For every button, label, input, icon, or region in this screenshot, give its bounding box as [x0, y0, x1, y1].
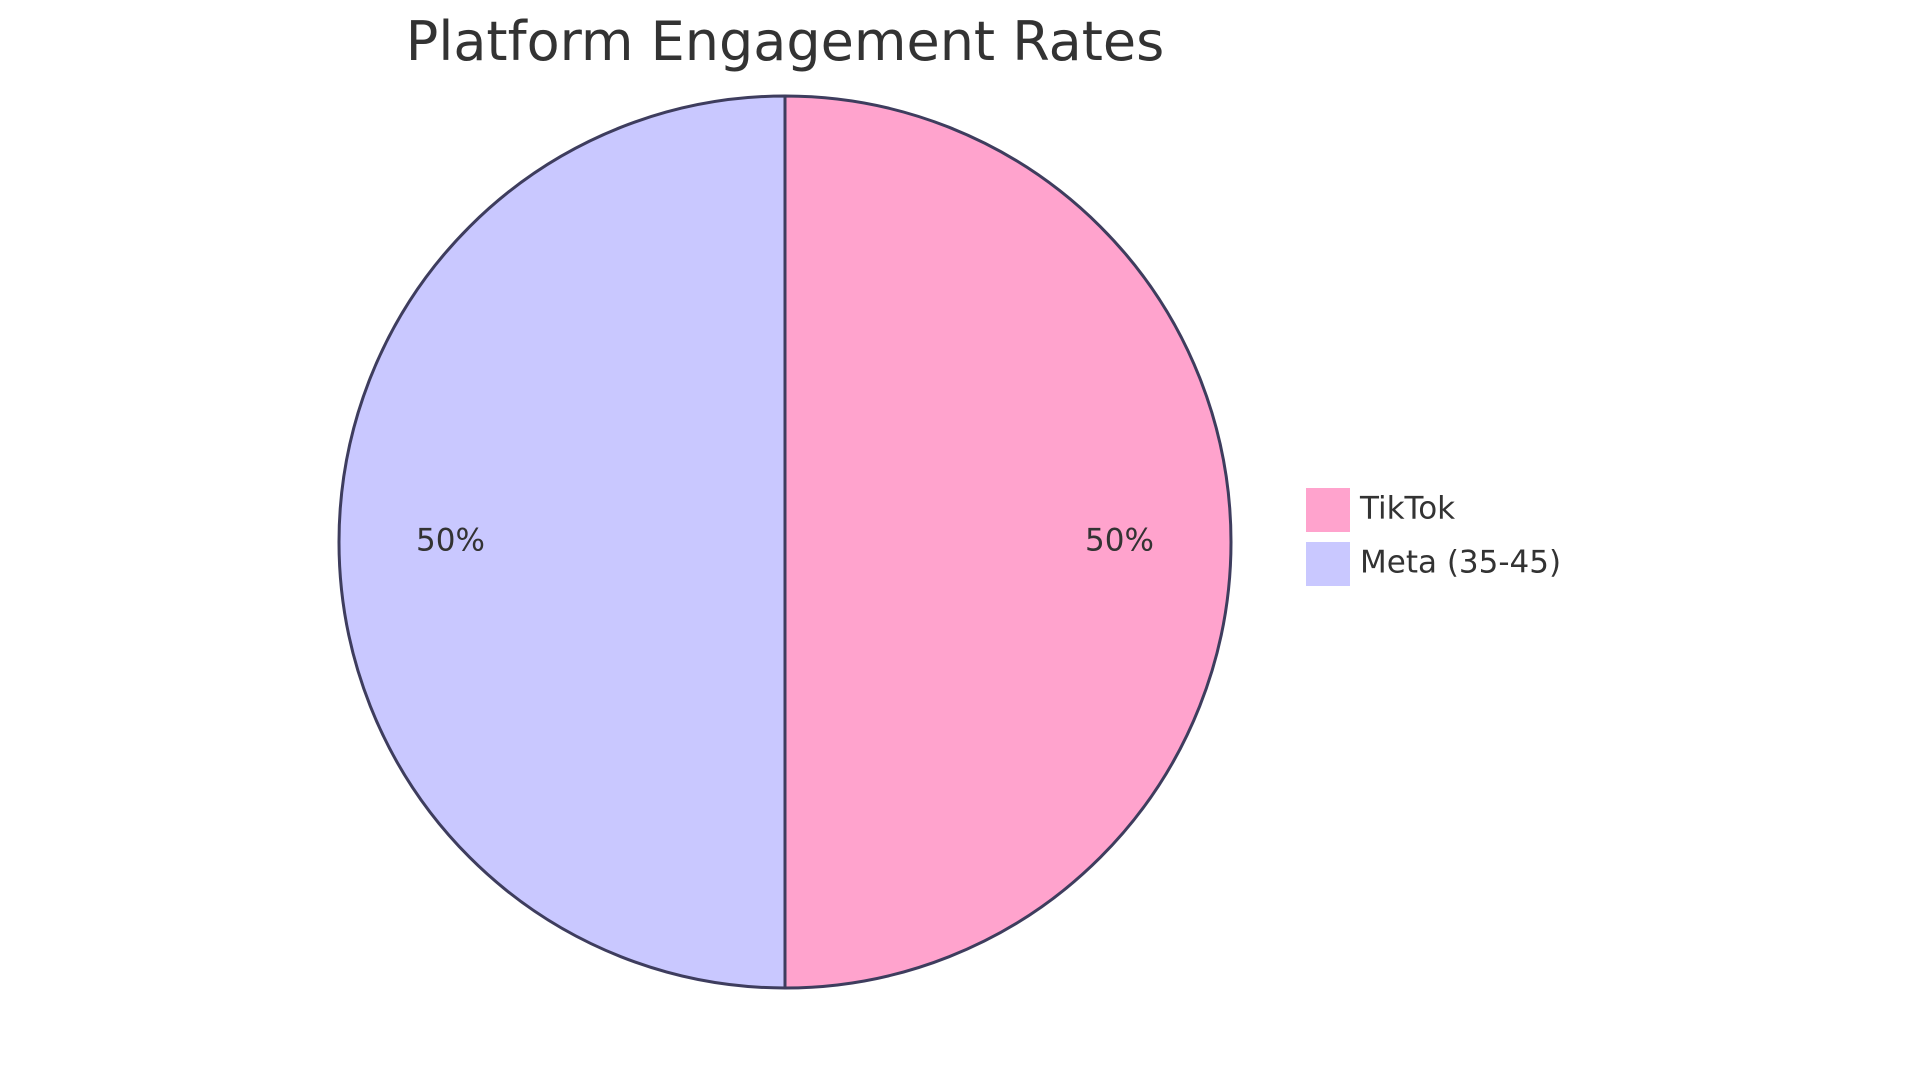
legend-label-tiktok: TikTok — [1359, 491, 1455, 527]
pie-slice-meta-35-45 — [337, 94, 787, 990]
legend: TikTok Meta (35-45) — [1306, 488, 1561, 586]
pie-slice-tiktok — [783, 94, 1233, 990]
legend-item-meta-35-45: Meta (35-45) — [1306, 542, 1561, 586]
pie-slice-label-tiktok: 50% — [1085, 523, 1154, 559]
pie-slices — [337, 94, 1233, 990]
pie-slice-labels: 50% 50% — [416, 523, 1154, 559]
chart-title: Platform Engagement Rates — [406, 10, 1164, 73]
legend-label-meta-35-45: Meta (35-45) — [1360, 545, 1561, 581]
legend-item-tiktok: TikTok — [1306, 488, 1455, 532]
legend-swatch-tiktok — [1306, 488, 1350, 532]
legend-swatch-meta-35-45 — [1306, 542, 1350, 586]
pie-slice-label-meta-35-45: 50% — [416, 523, 485, 559]
